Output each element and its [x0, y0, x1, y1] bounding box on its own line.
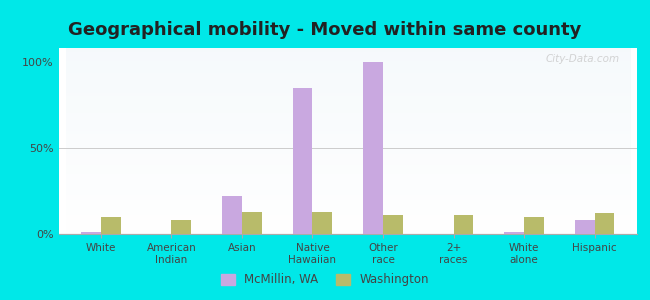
- Bar: [524, 217, 544, 234]
- Bar: [222, 196, 242, 234]
- Bar: [242, 212, 262, 234]
- Bar: [454, 215, 473, 234]
- Bar: [81, 232, 101, 234]
- Bar: [383, 215, 403, 234]
- Text: Geographical mobility - Moved within same county: Geographical mobility - Moved within sam…: [68, 21, 582, 39]
- Bar: [575, 220, 595, 234]
- Bar: [595, 213, 614, 234]
- Bar: [504, 232, 524, 234]
- Bar: [363, 62, 383, 234]
- Text: City-Data.com: City-Data.com: [545, 54, 619, 64]
- Bar: [292, 88, 313, 234]
- Legend: McMillin, WA, Washington: McMillin, WA, Washington: [216, 269, 434, 291]
- Bar: [172, 220, 191, 234]
- Bar: [313, 212, 332, 234]
- Bar: [101, 217, 121, 234]
